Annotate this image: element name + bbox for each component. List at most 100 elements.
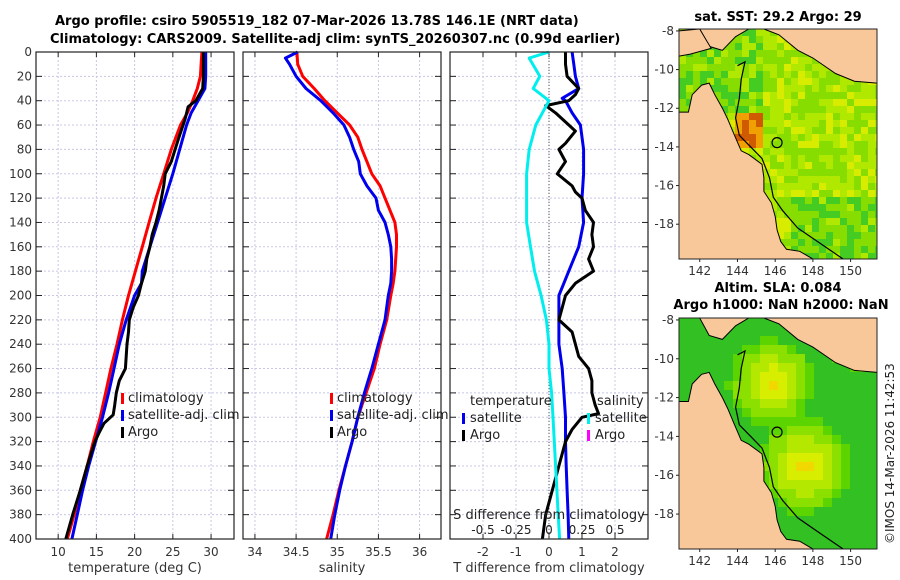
- map-cell: [875, 218, 877, 225]
- map-cell: [679, 57, 686, 64]
- map-cell: [787, 354, 796, 363]
- map-cell: [850, 408, 859, 417]
- map-cell: [791, 225, 798, 232]
- map-cell: [833, 155, 840, 162]
- map-cell: [796, 471, 805, 480]
- map-cell: [814, 462, 823, 471]
- map-cell: [833, 239, 840, 246]
- map-cell: [778, 516, 787, 525]
- map-cell: [861, 183, 868, 190]
- map-cell: [688, 327, 697, 336]
- map-cell: [861, 162, 868, 169]
- map-cell: [777, 36, 784, 43]
- map-cell: [847, 78, 854, 85]
- map-cell: [724, 345, 733, 354]
- map-cell: [826, 127, 833, 134]
- map-cell: [784, 239, 791, 246]
- map-cell: [805, 408, 814, 417]
- map-cell: [823, 390, 832, 399]
- map-cell: [859, 426, 868, 435]
- y-tick-label: -16: [654, 468, 674, 482]
- x-tick-label: 0: [545, 545, 553, 559]
- map-cell: [861, 211, 868, 218]
- map-cell: [861, 127, 868, 134]
- map-cell: [854, 183, 861, 190]
- map-cell: [796, 408, 805, 417]
- map-cell: [868, 113, 875, 120]
- map-cell: [787, 372, 796, 381]
- map-cell: [770, 71, 777, 78]
- map-cell: [686, 71, 693, 78]
- map-cell: [724, 399, 733, 408]
- map-cell: [688, 354, 697, 363]
- map-cell: [756, 99, 763, 106]
- map-cell: [770, 176, 777, 183]
- map-cell: [787, 525, 796, 534]
- map-cell: [791, 155, 798, 162]
- map-cell: [859, 516, 868, 525]
- map-cell: [840, 211, 847, 218]
- map-cell: [787, 444, 796, 453]
- legend-entry: climatology: [337, 391, 413, 406]
- map-cell: [841, 390, 850, 399]
- map-cell: [742, 141, 749, 148]
- map-cell: [787, 381, 796, 390]
- map-cell: [798, 190, 805, 197]
- map-cell: [826, 190, 833, 197]
- legend-entry: Argo: [337, 425, 367, 440]
- map-cell: [812, 57, 819, 64]
- map-cell: [751, 363, 760, 372]
- map-cell: [763, 71, 770, 78]
- map-cell: [693, 57, 700, 64]
- map-cell: [832, 399, 841, 408]
- map-cell: [778, 462, 787, 471]
- map-cell: [742, 64, 749, 71]
- x-tick-label: 1: [578, 545, 586, 559]
- map-cell: [850, 390, 859, 399]
- map-cell: [787, 417, 796, 426]
- map-cell: [770, 155, 777, 162]
- map-cell: [841, 462, 850, 471]
- map-cell: [814, 489, 823, 498]
- map-cell: [721, 50, 728, 57]
- map-cell: [805, 99, 812, 106]
- map-cell: [859, 489, 868, 498]
- map-cell: [798, 106, 805, 113]
- map-cell: [742, 381, 751, 390]
- map-cell: [859, 543, 868, 549]
- map-cell: [763, 127, 770, 134]
- map-cell: [819, 211, 826, 218]
- map-cell: [805, 390, 814, 399]
- map-cell: [868, 176, 875, 183]
- map-cell: [798, 218, 805, 225]
- map-cell: [787, 471, 796, 480]
- map-cell: [868, 99, 875, 106]
- map-cell: [826, 106, 833, 113]
- map-cell: [770, 183, 777, 190]
- map-cell: [784, 64, 791, 71]
- map-cell: [693, 50, 700, 57]
- map-cell: [826, 225, 833, 232]
- map-cell: [868, 218, 875, 225]
- map-cell: [742, 399, 751, 408]
- map-cell: [833, 148, 840, 155]
- map-cell: [777, 92, 784, 99]
- map-cell: [778, 417, 787, 426]
- map-cell: [791, 71, 798, 78]
- map-cell: [826, 183, 833, 190]
- map-cell: [791, 218, 798, 225]
- map-cell: [796, 354, 805, 363]
- map-cell: [679, 336, 688, 345]
- map-cell: [796, 534, 805, 543]
- map-cell: [724, 372, 733, 381]
- map-cell: [832, 498, 841, 507]
- map-cell: [814, 417, 823, 426]
- map-cell: [778, 327, 787, 336]
- map-cell: [777, 211, 784, 218]
- map-cell: [791, 246, 798, 253]
- map-cell: [679, 318, 688, 327]
- map-cell: [742, 408, 751, 417]
- map-content: [679, 29, 877, 259]
- map-cell: [805, 498, 814, 507]
- map-cell: [756, 43, 763, 50]
